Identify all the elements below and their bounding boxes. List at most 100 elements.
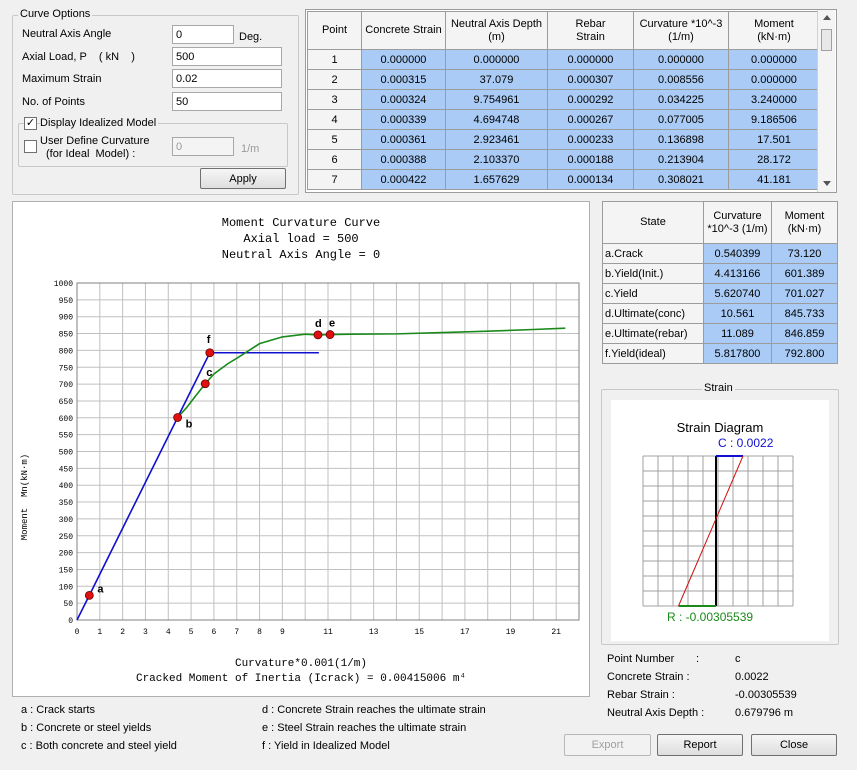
header-curvature: Curvature *10^-3 (1/m) <box>633 11 729 50</box>
table-cell[interactable]: 0.000188 <box>547 149 634 170</box>
marker-label-a: a <box>97 583 104 595</box>
user-define-curvature-checkbox[interactable] <box>24 140 37 153</box>
state-label-cell[interactable]: a.Crack <box>602 243 704 264</box>
state-value-cell[interactable]: 5.620740 <box>703 283 772 304</box>
points-table-row[interactable]: 4 0.000339 4.694748 0.000267 0.077005 9.18650… <box>307 109 820 130</box>
table-cell[interactable]: 17.501 <box>728 129 820 150</box>
export-button[interactable]: Export <box>564 734 651 756</box>
scroll-down-arrow-icon[interactable] <box>823 181 831 186</box>
maximum-strain-input[interactable] <box>172 69 282 88</box>
scroll-up-arrow-icon[interactable] <box>823 15 831 20</box>
state-value-cell[interactable]: 0.540399 <box>703 243 772 264</box>
table-cell[interactable]: 0.000000 <box>445 49 548 70</box>
maximum-strain-label: Maximum Strain <box>22 73 102 85</box>
state-label-cell[interactable]: c.Yield <box>602 283 704 304</box>
user-define-curvature-input[interactable] <box>172 137 234 156</box>
table-cell[interactable]: 4.694748 <box>445 109 548 130</box>
point-number-cell[interactable]: 2 <box>307 69 362 90</box>
table-cell[interactable]: 0.000388 <box>361 149 446 170</box>
table-cell[interactable]: 0.000307 <box>547 69 634 90</box>
state-label-cell[interactable]: d.Ultimate(conc) <box>602 303 704 324</box>
table-cell[interactable]: 0.000339 <box>361 109 446 130</box>
points-table-row[interactable]: 3 0.000324 9.754961 0.000292 0.034225 3.24000… <box>307 89 820 110</box>
table-cell[interactable]: 0.000324 <box>361 89 446 110</box>
table-cell[interactable]: 1.657629 <box>445 169 548 190</box>
table-cell[interactable]: 2.103370 <box>445 149 548 170</box>
table-cell[interactable]: 37.079 <box>445 69 548 90</box>
table-cell[interactable]: 0.000000 <box>728 69 820 90</box>
point-number-cell[interactable]: 4 <box>307 109 362 130</box>
table-cell[interactable]: 0.136898 <box>633 129 729 150</box>
table-cell[interactable]: 0.000292 <box>547 89 634 110</box>
state-table-row[interactable]: d.Ultimate(conc) 10.561 845.733 <box>602 303 838 324</box>
points-table-row[interactable]: 6 0.000388 2.103370 0.000188 0.213904 28.172 <box>307 149 820 170</box>
points-table-row[interactable]: 2 0.000315 37.079 0.000307 0.008556 0.000000 <box>307 69 820 90</box>
table-cell[interactable]: 0.000000 <box>728 49 820 70</box>
table-cell[interactable]: 0.000000 <box>361 49 446 70</box>
points-table-row[interactable]: 7 0.000422 1.657629 0.000134 0.308021 41.181 <box>307 169 820 190</box>
rebar-strain-label: R : -0.00305539 <box>667 610 754 624</box>
num-points-input[interactable] <box>172 92 282 111</box>
chart-x-label: Curvature*0.001(1/m) <box>234 658 368 670</box>
state-label-cell[interactable]: b.Yield(Init.) <box>602 263 704 284</box>
state-value-cell[interactable]: 73.120 <box>771 243 838 264</box>
table-cell[interactable]: 0.000000 <box>547 49 634 70</box>
table-cell[interactable]: 0.034225 <box>633 89 729 110</box>
points-table-row[interactable]: 5 0.000361 2.923461 0.000233 0.136898 17.501 <box>307 129 820 150</box>
axial-load-input[interactable] <box>172 47 282 66</box>
x-tick-label: 9 <box>280 628 285 637</box>
close-button[interactable]: Close <box>751 734 837 756</box>
point-number-cell[interactable]: 1 <box>307 49 362 70</box>
state-table-row[interactable]: c.Yield 5.620740 701.027 <box>602 283 838 304</box>
state-value-cell[interactable]: 845.733 <box>771 303 838 324</box>
state-table-row[interactable]: f.Yield(ideal) 5.817800 792.800 <box>602 343 838 364</box>
table-cell[interactable]: 0.000267 <box>547 109 634 130</box>
header-state: State <box>602 201 704 244</box>
table-cell[interactable]: 0.000000 <box>633 49 729 70</box>
y-tick-label: 550 <box>59 432 74 441</box>
apply-button[interactable]: Apply <box>200 168 286 189</box>
table-cell[interactable]: 2.923461 <box>445 129 548 150</box>
table-cell[interactable]: 0.213904 <box>633 149 729 170</box>
point-number-cell[interactable]: 7 <box>307 169 362 190</box>
points-table-row[interactable]: 1 0.000000 0.000000 0.000000 0.000000 0.00000… <box>307 49 820 70</box>
report-button[interactable]: Report <box>657 734 743 756</box>
header-point: Point <box>307 11 362 50</box>
chart-footer: Cracked Moment of Inertia (Icrack) = 0.0… <box>135 673 467 685</box>
state-value-cell[interactable]: 601.389 <box>771 263 838 284</box>
scroll-thumb[interactable] <box>821 29 832 51</box>
state-table-row[interactable]: e.Ultimate(rebar) 11.089 846.859 <box>602 323 838 344</box>
state-value-cell[interactable]: 10.561 <box>703 303 772 324</box>
table-cell[interactable]: 3.240000 <box>728 89 820 110</box>
point-number-cell[interactable]: 3 <box>307 89 362 110</box>
table-cell[interactable]: 0.000422 <box>361 169 446 190</box>
state-label-cell[interactable]: f.Yield(ideal) <box>602 343 704 364</box>
chart-plot: 0501001502002503003504004505005506006507… <box>54 280 580 637</box>
table-cell[interactable]: 9.754961 <box>445 89 548 110</box>
table-cell[interactable]: 0.077005 <box>633 109 729 130</box>
state-table-row[interactable]: a.Crack 0.540399 73.120 <box>602 243 838 264</box>
table-cell[interactable]: 0.000361 <box>361 129 446 150</box>
y-tick-label: 700 <box>59 381 74 390</box>
state-table-row[interactable]: b.Yield(Init.) 4.413166 601.389 <box>602 263 838 284</box>
state-value-cell[interactable]: 4.413166 <box>703 263 772 284</box>
table-cell[interactable]: 0.000315 <box>361 69 446 90</box>
state-value-cell[interactable]: 792.800 <box>771 343 838 364</box>
state-value-cell[interactable]: 11.089 <box>703 323 772 344</box>
state-value-cell[interactable]: 701.027 <box>771 283 838 304</box>
table-cell[interactable]: 9.186506 <box>728 109 820 130</box>
state-label-cell[interactable]: e.Ultimate(rebar) <box>602 323 704 344</box>
point-number-cell[interactable]: 6 <box>307 149 362 170</box>
state-value-cell[interactable]: 5.817800 <box>703 343 772 364</box>
table-cell[interactable]: 0.008556 <box>633 69 729 90</box>
display-idealized-checkbox[interactable]: ✓ <box>24 117 37 130</box>
state-value-cell[interactable]: 846.859 <box>771 323 838 344</box>
table-cell[interactable]: 28.172 <box>728 149 820 170</box>
table-cell[interactable]: 0.308021 <box>633 169 729 190</box>
point-number-cell[interactable]: 5 <box>307 129 362 150</box>
neutral-axis-angle-input[interactable] <box>172 25 234 44</box>
table-cell[interactable]: 0.000233 <box>547 129 634 150</box>
table-cell[interactable]: 0.000134 <box>547 169 634 190</box>
table-cell[interactable]: 41.181 <box>728 169 820 190</box>
points-table-scrollbar[interactable] <box>817 10 835 192</box>
